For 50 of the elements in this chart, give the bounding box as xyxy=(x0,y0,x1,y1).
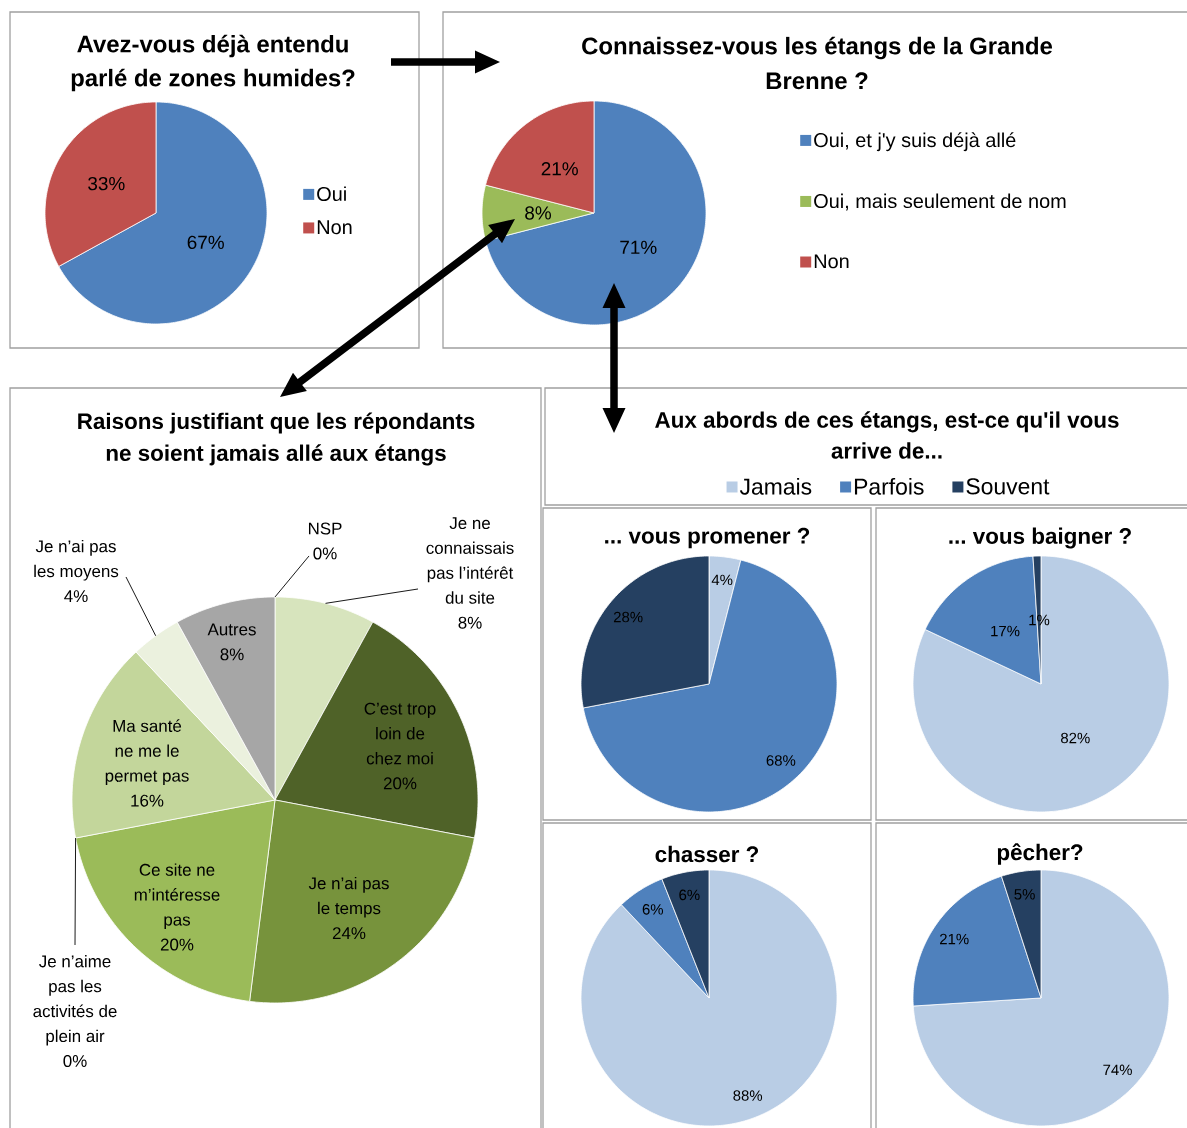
legend-label: Souvent xyxy=(966,478,1050,495)
chart-title: Aux abords de ces étangs, est-ce qu'il vous arrive de... xyxy=(655,411,1119,459)
slice-label: Ma santé ne me le permet pas xyxy=(105,719,189,786)
legend-label: Parfois xyxy=(854,477,924,495)
chart-title: Raisons justifiant que les répondants ne soient jamais allé aux étangs xyxy=(78,412,475,466)
chart-title: Avez-vous déjà entendu parlé de zones humides? xyxy=(71,34,355,92)
legend-label: Oui, mais seulement de nom xyxy=(814,193,1066,211)
legend-label: Oui xyxy=(317,186,346,202)
data-label: 71% xyxy=(620,240,657,254)
data-label: 68% xyxy=(766,755,796,766)
slice-label: C’est trop loin de chez moi xyxy=(364,702,436,765)
category-label: NSP xyxy=(308,522,342,535)
data-label: 21% xyxy=(940,933,969,945)
text: 0% xyxy=(313,547,337,560)
data-label: 4% xyxy=(711,574,733,586)
slice-label: Je ne connaissais pas l’intérêt du site xyxy=(426,517,514,604)
data-label: 67% xyxy=(187,235,224,250)
slice-label: Je n’ai pas les moyens xyxy=(34,539,119,581)
data-label: 6% xyxy=(642,904,664,915)
data-label: 17% xyxy=(991,625,1020,637)
data-label: 88% xyxy=(733,1090,763,1101)
chart-title: Connaissez-vous les étangs de la Grande Brenne ? xyxy=(582,36,1053,90)
data-label: 8% xyxy=(525,206,552,220)
chart-title: ... vous baigner ? xyxy=(949,527,1131,549)
data-label: 8% xyxy=(458,616,482,629)
slice-label: Je n’ai pas le temps xyxy=(308,876,389,918)
legend-label: Jamais xyxy=(739,477,812,495)
data-label: 28% xyxy=(613,611,643,623)
slice-label: Autres xyxy=(207,623,256,636)
data-label: 16% xyxy=(131,794,164,807)
text: 0% xyxy=(63,1055,87,1068)
slice-label: Ce site ne m’intéresse pas xyxy=(134,863,220,930)
chart-title: chasser ? xyxy=(655,845,759,863)
data-label: 4% xyxy=(64,590,88,603)
data-label: 20% xyxy=(160,938,194,951)
legend-label: Non xyxy=(317,220,352,235)
text: ... vous promener ? xyxy=(605,527,810,549)
data-label: 33% xyxy=(88,176,125,191)
category-label: Je n’aime pas les activités de plein air xyxy=(33,954,117,1046)
data-label: 5% xyxy=(1014,889,1035,900)
data-label: 21% xyxy=(541,162,578,176)
data-label: 8% xyxy=(220,648,244,661)
data-label: 24% xyxy=(332,927,366,940)
data-label: 74% xyxy=(1103,1064,1132,1076)
legend-label: Oui, et j'y suis déjà allé xyxy=(814,132,1016,152)
data-label: 20% xyxy=(383,777,417,790)
legend-label: Non xyxy=(814,254,849,269)
data-label: 6% xyxy=(679,889,700,901)
chart-title: pêcher? xyxy=(997,843,1083,865)
data-label: 82% xyxy=(1061,732,1090,744)
